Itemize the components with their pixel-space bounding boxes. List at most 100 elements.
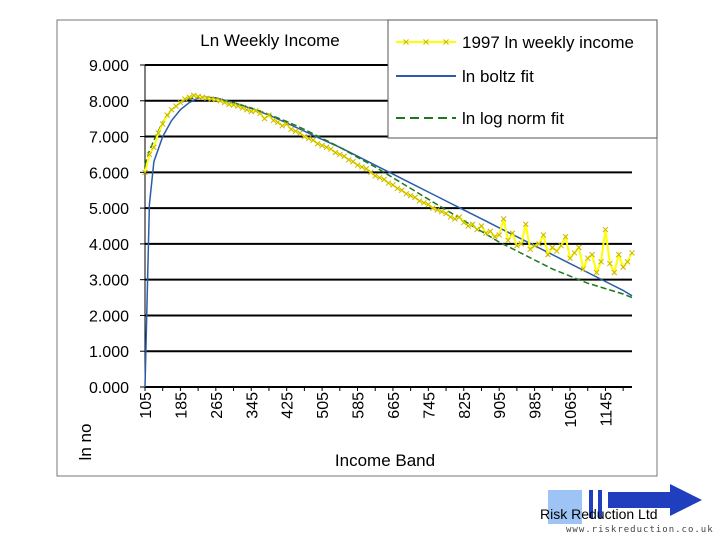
data-point-88 <box>531 242 538 249</box>
data-point-25 <box>252 107 259 114</box>
data-point-109 <box>624 258 631 265</box>
data-point-31 <box>279 122 286 129</box>
data-point-44 <box>336 151 343 158</box>
data-point-59 <box>403 190 410 197</box>
data-point-30 <box>274 119 281 126</box>
data-point-7 <box>173 103 179 109</box>
data-point-93 <box>553 248 560 254</box>
data-point-33 <box>288 126 294 133</box>
series-line-2 <box>144 96 633 299</box>
company-logo: Risk Reduction Ltd www.riskreduction.co.… <box>540 484 720 540</box>
next-arrow-icon[interactable] <box>608 492 670 508</box>
legend-marker-1 <box>423 39 429 45</box>
data-point-85 <box>518 241 525 247</box>
y-tick-label-5: 5.000 <box>89 201 129 218</box>
data-point-66 <box>434 207 441 213</box>
data-point-27 <box>261 115 268 122</box>
data-point-70 <box>452 215 458 222</box>
x-axis-label: Income Band <box>335 451 435 470</box>
data-point-21 <box>235 103 241 109</box>
data-point-76 <box>478 223 485 229</box>
legend-marker-0 <box>403 39 409 45</box>
x-tick-label-6: 345 <box>244 392 261 419</box>
data-point-62 <box>416 198 423 204</box>
y-tick-label-3: 3.000 <box>89 273 129 290</box>
data-point-14 <box>204 95 210 102</box>
data-point-68 <box>443 210 449 217</box>
data-point-38 <box>310 137 317 143</box>
series-layer <box>142 92 635 388</box>
data-point-3 <box>155 130 162 136</box>
data-point-23 <box>243 106 250 113</box>
x-tick-label-0: 105 <box>138 392 155 419</box>
data-point-80 <box>496 232 503 238</box>
data-point-75 <box>474 226 480 233</box>
data-point-110 <box>629 249 635 256</box>
data-point-53 <box>376 174 383 181</box>
data-point-83 <box>509 230 516 237</box>
data-point-20 <box>230 102 237 108</box>
data-point-67 <box>438 208 445 215</box>
data-point-95 <box>562 233 569 240</box>
data-point-107 <box>615 251 622 258</box>
data-point-9 <box>181 96 188 102</box>
legend-marker-2 <box>443 39 449 45</box>
next-arrow-head-icon[interactable] <box>670 484 702 516</box>
x-tick-label-22: 985 <box>528 392 545 419</box>
logo-bars <box>589 490 602 518</box>
y-tick-label-0: 0.000 <box>89 380 129 397</box>
data-point-29 <box>270 117 277 124</box>
data-point-42 <box>328 146 334 152</box>
data-point-11 <box>190 92 197 99</box>
data-point-15 <box>208 96 215 102</box>
data-point-64 <box>425 201 432 208</box>
data-point-65 <box>429 205 436 211</box>
data-point-4 <box>159 121 166 127</box>
data-point-16 <box>212 96 219 103</box>
data-point-10 <box>186 94 193 101</box>
x-tick-label-4: 265 <box>209 392 226 419</box>
x-tick-label-10: 505 <box>315 392 332 419</box>
x-tick-label-26: 1145 <box>598 392 615 427</box>
data-point-61 <box>412 194 418 201</box>
data-point-35 <box>297 130 303 136</box>
data-point-40 <box>319 142 325 149</box>
legend-label-boltz: ln boltz fit <box>462 67 534 86</box>
data-point-47 <box>350 158 356 165</box>
x-tick-label-12: 585 <box>351 392 368 419</box>
data-point-69 <box>447 214 454 220</box>
data-point-48 <box>354 162 361 169</box>
legend-markers <box>403 39 449 45</box>
data-point-99 <box>580 266 587 272</box>
data-point-90 <box>540 232 547 238</box>
x-tick-label-2: 185 <box>173 392 190 419</box>
data-point-84 <box>514 242 520 249</box>
data-point-60 <box>407 192 414 199</box>
data-point-22 <box>239 105 246 111</box>
data-point-63 <box>421 199 427 206</box>
x-tick-label-8: 425 <box>280 392 297 419</box>
x-tick-label-18: 825 <box>457 392 474 419</box>
data-point-0 <box>142 169 148 176</box>
data-point-5 <box>164 112 170 118</box>
data-point-98 <box>576 244 582 251</box>
data-point-97 <box>571 249 578 256</box>
data-point-100 <box>584 255 591 262</box>
y-axis: 0.000 1.000 2.000 3.000 4.000 5.000 6.000 7.000… <box>89 58 145 397</box>
x-tick-label-14: 665 <box>386 392 403 419</box>
legend: 1997 ln weekly income ln boltz fit ln lo… <box>387 19 658 139</box>
data-point-91 <box>545 251 551 258</box>
data-point-104 <box>602 226 609 233</box>
data-point-81 <box>500 215 507 222</box>
y-tick-label-1: 1.000 <box>89 344 129 361</box>
x-axis: 105 185 265 345 425 505 585 665 745 825 905 985 1065… <box>138 387 624 428</box>
data-point-49 <box>359 164 365 170</box>
y-tick-label-9: 9.000 <box>89 58 129 75</box>
x-tick-label-20: 905 <box>492 392 509 419</box>
data-point-26 <box>257 110 263 117</box>
data-point-45 <box>341 153 348 160</box>
data-point-87 <box>527 246 534 253</box>
data-point-105 <box>607 260 613 267</box>
data-point-32 <box>283 121 290 127</box>
y-tick-label-7: 7.000 <box>89 130 129 147</box>
